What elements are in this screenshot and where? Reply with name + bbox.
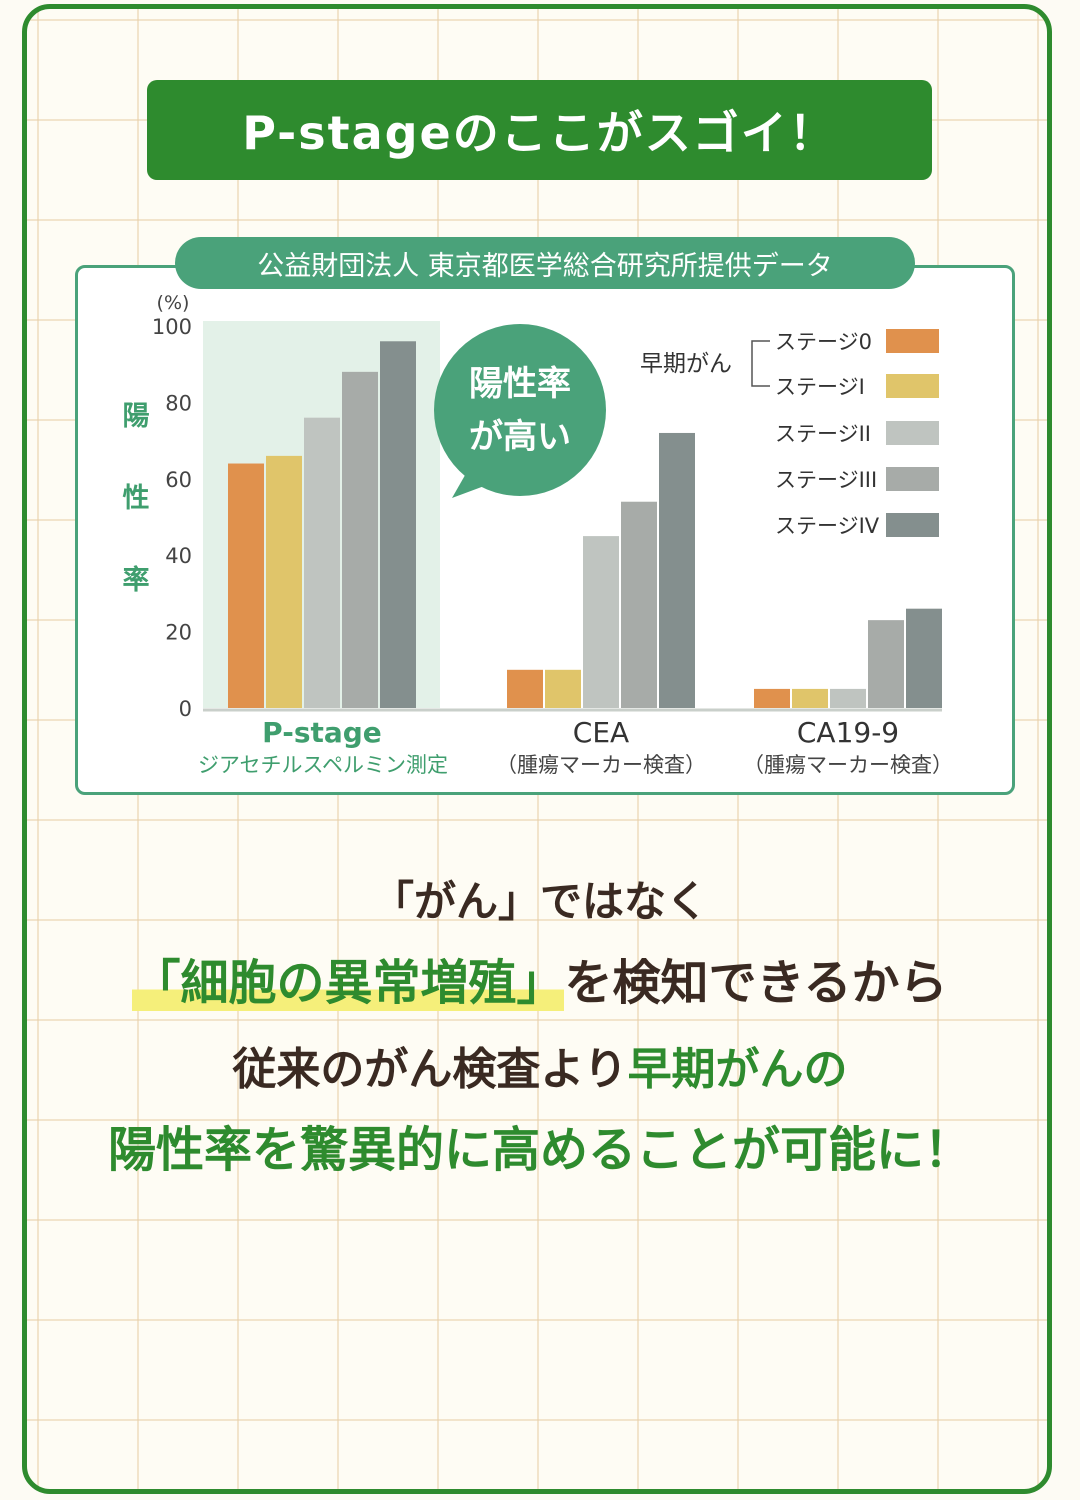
message-line-3: 従来のがん検査より早期がんの xyxy=(0,1033,1080,1097)
legend-label: ステージII xyxy=(775,422,871,446)
bar-3-2 xyxy=(868,620,904,708)
message-line-1: 「がん」ではなく xyxy=(371,877,708,926)
callout-text-2: が高い xyxy=(469,417,571,457)
legend-group-label: 早期がん xyxy=(640,351,732,377)
y-tick-label: 40 xyxy=(165,544,192,568)
legend-label: ステージI xyxy=(775,375,865,399)
legend-swatch xyxy=(886,329,939,353)
y-axis-label-char: 率 xyxy=(123,564,150,596)
bar-1-0 xyxy=(266,455,302,708)
bar-2-2 xyxy=(830,688,866,708)
source-label: 公益財団法人 東京都医学総合研究所提供データ xyxy=(175,237,915,289)
category-sublabel: （腫瘍マーカー検査） xyxy=(743,753,953,777)
legend-bracket xyxy=(751,340,770,387)
headline-banner: P-stageのここがスゴイ！ xyxy=(147,80,932,180)
category-sublabel: （腫瘍マーカー検査） xyxy=(496,753,706,777)
y-tick-label: 0 xyxy=(179,697,192,721)
bar-2-0 xyxy=(304,417,340,708)
message-line-3-a: 従来のがん検査より xyxy=(232,1044,628,1095)
legend-label: ステージ0 xyxy=(775,330,872,354)
message-line-4: 陽性率を驚異的に高めることが可能に！ xyxy=(107,1122,972,1178)
y-axis-label-char: 陽 xyxy=(123,401,150,432)
callout-tail xyxy=(452,470,495,498)
legend-label: ステージIV xyxy=(775,514,880,538)
message-line-2-rest: を検知できるから xyxy=(564,955,948,1011)
bar-4-1 xyxy=(659,432,695,708)
y-tick-label: 80 xyxy=(165,391,192,415)
y-axis-label-char: 性 xyxy=(123,483,150,514)
category-label: CEA xyxy=(573,716,629,749)
category-sublabel: ジアセチルスペルミン測定 xyxy=(198,753,448,777)
legend-label: ステージIII xyxy=(775,468,877,492)
message-line-3-b: 早期がんの xyxy=(627,1044,848,1095)
bar-3-1 xyxy=(621,501,657,708)
callout-text-1: 陽性率 xyxy=(469,364,571,404)
message-line-2: 「細胞の異常増殖」を検知できるから xyxy=(0,943,1080,1013)
y-tick-label: 20 xyxy=(165,621,192,645)
message-highlight: 「細胞の異常増殖」 xyxy=(132,955,565,1011)
bar-4-2 xyxy=(906,608,942,708)
bar-4-0 xyxy=(380,341,416,708)
legend-swatch xyxy=(886,421,939,445)
y-tick-label: 60 xyxy=(165,468,192,492)
callout-bubble xyxy=(434,324,606,496)
y-unit-label: (%) xyxy=(157,292,190,314)
bar-0-1 xyxy=(507,669,543,708)
positive-rate-chart: 020406080100(%)陽性率P-stageジアセチルスペルミン測定CEA… xyxy=(123,292,954,777)
bar-0-2 xyxy=(754,688,790,708)
bar-1-2 xyxy=(792,688,828,708)
category-label: P-stage xyxy=(262,716,382,749)
bar-0-0 xyxy=(228,463,264,708)
legend-swatch xyxy=(886,467,939,491)
y-tick-label: 100 xyxy=(152,315,192,339)
bar-3-0 xyxy=(342,371,378,708)
bar-2-1 xyxy=(583,536,619,708)
bar-1-1 xyxy=(545,669,581,708)
category-label: CA19-9 xyxy=(797,716,899,749)
legend-swatch xyxy=(886,513,939,537)
legend-swatch xyxy=(886,374,939,398)
